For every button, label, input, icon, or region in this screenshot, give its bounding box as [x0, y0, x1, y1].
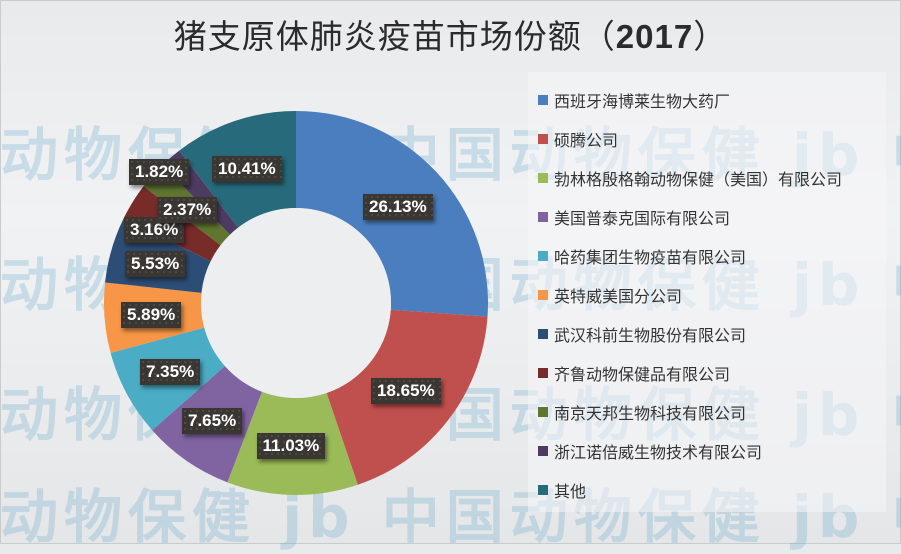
legend-item[interactable]: 南京天邦生物科技有限公司 [538, 392, 842, 431]
data-label: 2.37% [157, 197, 218, 223]
legend-item[interactable]: 哈药集团生物疫苗有限公司 [538, 236, 842, 275]
data-label: 18.65% [371, 378, 441, 404]
data-label: 11.03% [256, 433, 326, 459]
legend-item[interactable]: 英特威美国分公司 [538, 275, 842, 314]
legend: 西班牙海博莱生物大药厂 硕腾公司 勃林格殷格翰动物保健（美国）有限公司 美国普泰… [538, 80, 842, 509]
legend-swatch [538, 484, 548, 495]
data-label: 26.13% [363, 194, 433, 220]
legend-swatch [538, 367, 548, 378]
legend-panel [528, 72, 886, 512]
data-label: 1.82% [129, 159, 190, 185]
legend-swatch [538, 406, 548, 417]
legend-swatch [538, 172, 548, 183]
data-label: 5.53% [125, 251, 186, 277]
legend-swatch [538, 211, 548, 222]
legend-swatch [538, 328, 548, 339]
legend-item[interactable]: 硕腾公司 [538, 119, 842, 158]
legend-swatch [538, 133, 548, 144]
legend-item[interactable]: 勃林格殷格翰动物保健（美国）有限公司 [538, 158, 842, 197]
data-label: 7.65% [182, 408, 243, 434]
legend-item[interactable]: 浙江诺倍威生物技术有限公司 [538, 431, 842, 470]
data-label: 5.89% [121, 302, 182, 328]
legend-item[interactable]: 西班牙海博莱生物大药厂 [538, 80, 842, 119]
donut-hole [201, 208, 391, 398]
legend-swatch [538, 289, 548, 300]
legend-swatch [538, 445, 548, 456]
legend-item[interactable]: 美国普泰克国际有限公司 [538, 197, 842, 236]
data-label: 7.35% [140, 359, 201, 385]
legend-swatch [538, 94, 548, 105]
legend-item[interactable]: 其他 [538, 470, 842, 509]
legend-swatch [538, 250, 548, 261]
legend-item[interactable]: 武汉科前生物股份有限公司 [538, 314, 842, 353]
legend-item[interactable]: 齐鲁动物保健品有限公司 [538, 353, 842, 392]
data-label: 10.41% [212, 156, 282, 182]
chart-title: 猪支原体肺炎疫苗市场份额（2017） [173, 17, 728, 56]
